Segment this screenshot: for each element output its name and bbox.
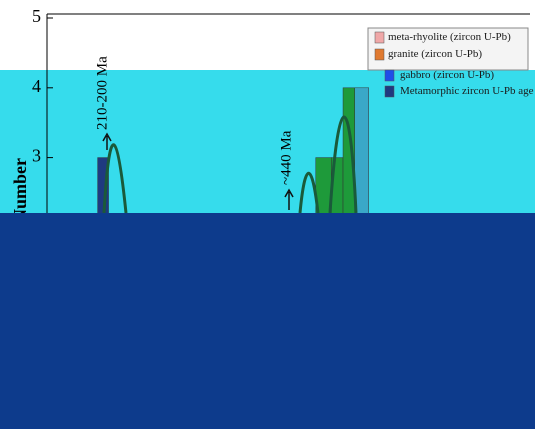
arrow: [284, 188, 294, 210]
legend-swatch: [384, 85, 395, 98]
band: [0, 70, 535, 213]
legend-label: granite (zircon U-Pb): [388, 48, 483, 60]
legend: meta-rhyolite (zircon U-Pb) granite (zirc…: [374, 31, 534, 98]
legend-item: gabbro (zircon U-Pb): [400, 69, 495, 81]
legend-label: gabbro (zircon U-Pb): [400, 69, 495, 81]
legend-item: granite (zircon U-Pb): [388, 48, 483, 60]
y-axis-label: Number: [10, 158, 30, 222]
y-tick-label: 4: [32, 76, 41, 96]
legend-item: meta-rhyolite (zircon U-Pb): [388, 31, 511, 43]
density-curve: [298, 115, 358, 214]
y-tick-label: 5: [32, 6, 41, 26]
legend-label: Metamorphic zircon U-Pb age: [400, 85, 534, 97]
arrow: [102, 132, 112, 150]
legend-box: [367, 27, 529, 71]
legend-swatch: [384, 69, 395, 82]
y-tick-label: 3: [32, 146, 41, 166]
legend-swatch: [374, 48, 385, 61]
legend-label: meta-rhyolite (zircon U-Pb): [388, 31, 511, 43]
annotation: 210-200 Ma: [94, 56, 110, 130]
legend-swatch: [374, 31, 385, 44]
annotation: ~440 Ma: [278, 130, 294, 185]
legend-item: Metamorphic zircon U-Pb age: [400, 85, 534, 97]
overlay: [0, 213, 535, 429]
density-curve: [102, 143, 128, 214]
